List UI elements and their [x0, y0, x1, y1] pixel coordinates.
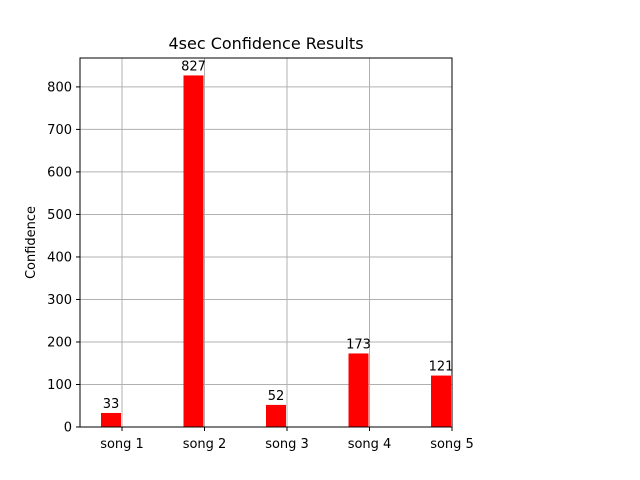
chart-title: 4sec Confidence Results: [168, 34, 363, 53]
x-tick-label: song 4: [348, 437, 392, 452]
y-tick-label: 600: [47, 165, 72, 180]
bar-value-label: 173: [346, 337, 371, 352]
bar-value-label: 52: [268, 389, 285, 404]
y-tick-label: 0: [64, 421, 72, 436]
bar-value-label: 33: [103, 397, 120, 412]
y-tick-label: 800: [47, 80, 72, 95]
bar: [266, 404, 286, 427]
y-tick-label: 400: [47, 250, 72, 265]
bars-layer: [101, 75, 451, 428]
x-tick-label: song 5: [430, 437, 474, 452]
bar: [183, 75, 204, 428]
bar: [431, 375, 451, 427]
y-tick-label: 500: [47, 208, 72, 223]
bar-value-label: 827: [181, 59, 206, 74]
bar-value-label: 121: [429, 360, 454, 375]
bar: [348, 353, 369, 427]
data-labels-layer: 33 827 52 173 121: [103, 59, 454, 412]
x-tick-label: song 2: [183, 437, 227, 452]
y-tick-label: 300: [47, 293, 72, 308]
x-tick-label: song 1: [100, 437, 144, 452]
y-axis-label: Confidence: [24, 206, 39, 279]
ticks-layer: 0 100 200 300 400 500 600 700 800 song 1 song 2 son…: [47, 80, 474, 452]
y-tick-label: 200: [47, 335, 72, 350]
plot-frame: [79, 57, 453, 428]
x-tick-label: song 3: [265, 437, 309, 452]
y-tick-label: 100: [47, 378, 72, 393]
y-tick-label: 700: [47, 123, 72, 138]
bar: [101, 412, 121, 427]
